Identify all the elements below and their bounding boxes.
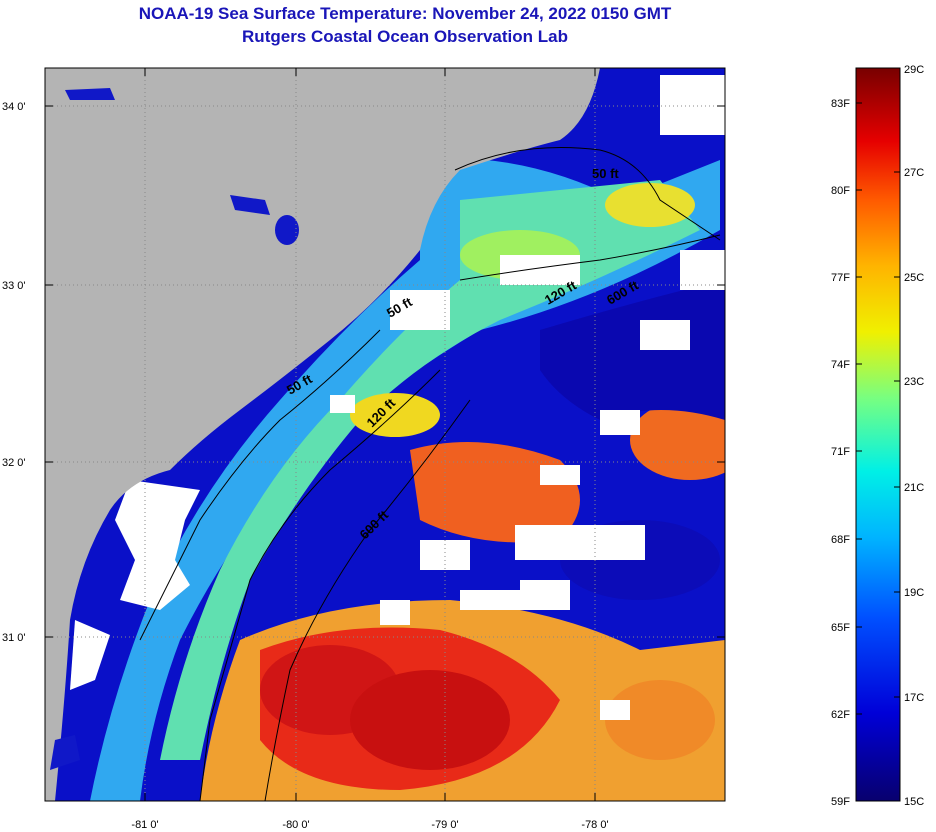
- graticule: [45, 68, 725, 801]
- colorbar-c-label: 21C: [904, 482, 924, 494]
- colorbar-f-label: 83F: [831, 98, 850, 110]
- colorbar-c-label: 19C: [904, 587, 924, 599]
- colorbar: [855, 67, 901, 802]
- colorbar-f-label: 71F: [831, 446, 850, 458]
- map-subtitle: Rutgers Coastal Ocean Observation Lab: [242, 27, 568, 46]
- lat-label: 31 0': [2, 632, 26, 644]
- colorbar-c-label: 23C: [904, 376, 924, 388]
- colorbar-f-label: 68F: [831, 534, 850, 546]
- cloud-mask: [70, 75, 725, 720]
- map-frame: [44, 67, 726, 802]
- colorbar-f-label: 80F: [831, 185, 850, 197]
- colorbar-f-label: 59F: [831, 796, 850, 808]
- colorbar-f-label: 62F: [831, 709, 850, 721]
- contour-label: 50 ft: [592, 166, 619, 181]
- lon-label: -81 0': [131, 819, 158, 831]
- colorbar-c-label: 27C: [904, 167, 924, 179]
- lat-label: 32 0': [2, 457, 26, 469]
- colorbar-c-label: 15C: [904, 796, 924, 808]
- lat-label: 33 0': [2, 280, 26, 292]
- colorbar-c-label: 17C: [904, 692, 924, 704]
- lon-label: -80 0': [282, 819, 309, 831]
- colorbar-f-label: 65F: [831, 622, 850, 634]
- land-mass: [45, 68, 600, 801]
- axis-ticks: [45, 68, 725, 801]
- inland-water: [50, 88, 299, 770]
- lon-label: -78 0': [581, 819, 608, 831]
- lat-label: 34 0': [2, 101, 26, 113]
- colorbar-c-label: 29C: [904, 64, 924, 76]
- map-title: NOAA-19 Sea Surface Temperature: Novembe…: [138, 4, 672, 23]
- colorbar-f-label: 74F: [831, 359, 850, 371]
- lon-label: -79 0': [431, 819, 458, 831]
- colorbar-c-label: 25C: [904, 272, 924, 284]
- colorbar-ticks: [856, 102, 900, 715]
- colorbar-f-label: 77F: [831, 272, 850, 284]
- bathymetry-contours: [139, 147, 721, 802]
